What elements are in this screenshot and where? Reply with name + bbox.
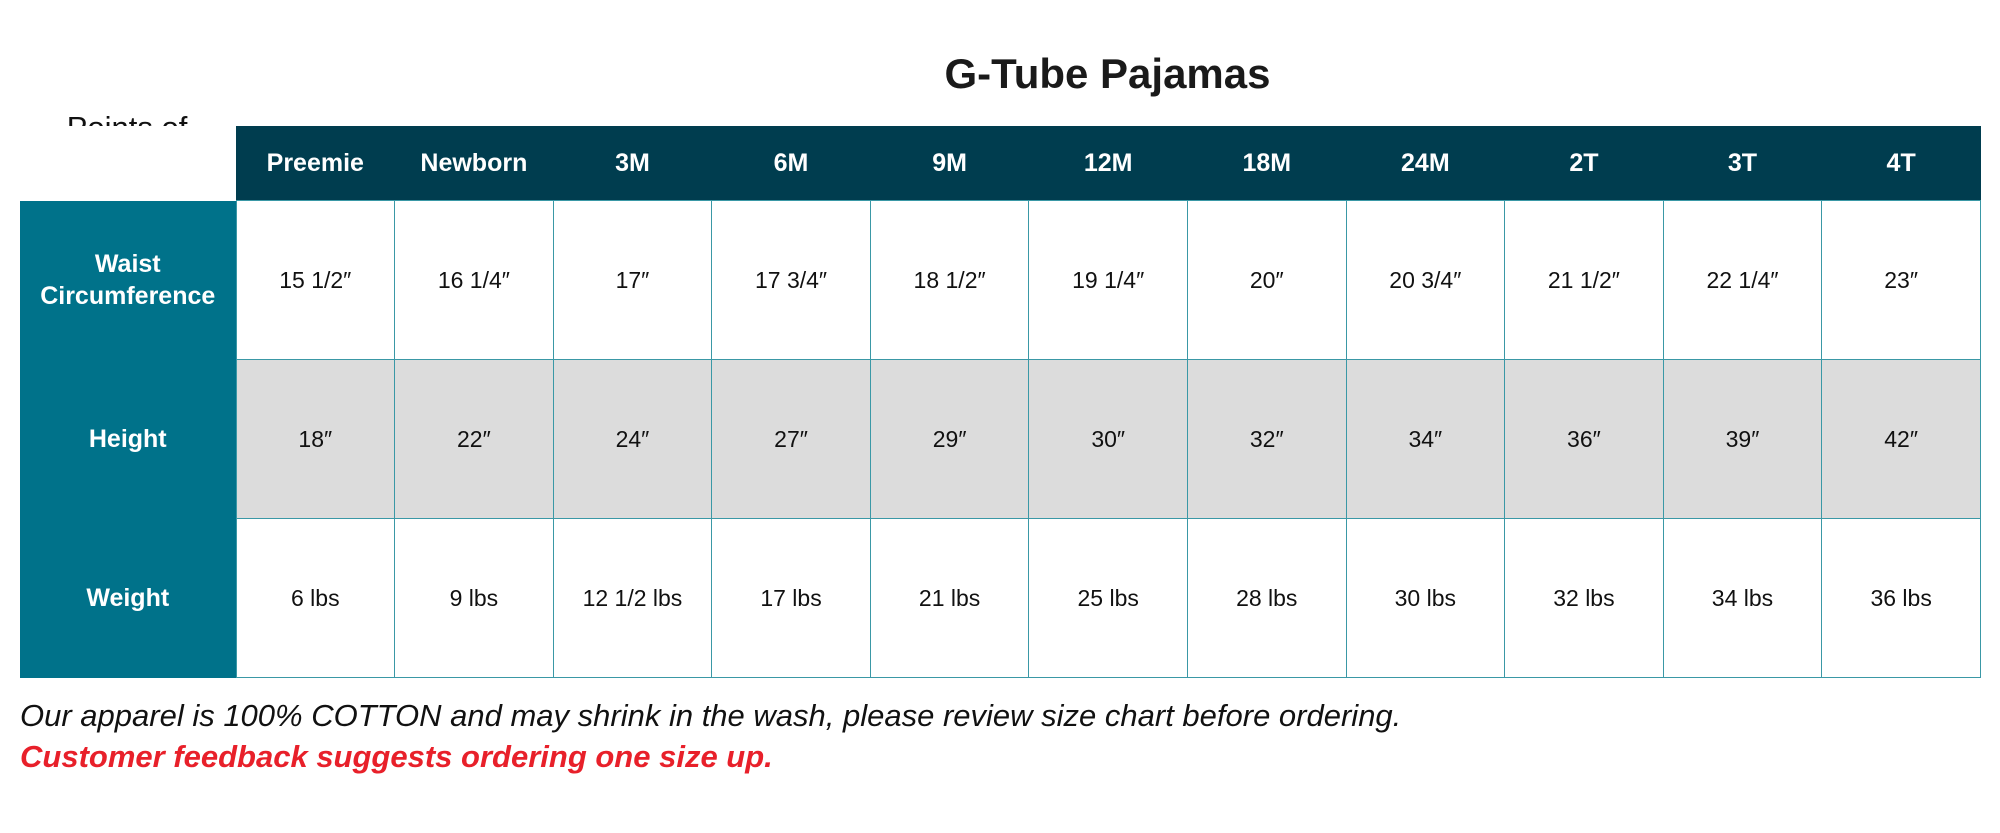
table-cell: 34 lbs (1662, 518, 1823, 678)
table-cell: 9 lbs (394, 518, 554, 678)
table-cell: 21 lbs (869, 518, 1030, 678)
row-label: Weight (20, 518, 236, 678)
table-cell: 17″ (552, 200, 713, 360)
table-cell: 20 3/4″ (1345, 200, 1506, 360)
table-cell: 28 lbs (1186, 518, 1347, 678)
table-cell: 32 lbs (1504, 518, 1664, 678)
table-cell: 17 3/4″ (711, 200, 871, 360)
chart-title: G-Tube Pajamas (944, 50, 1271, 97)
size-header: 2T (1504, 126, 1664, 201)
table-cell: 12 1/2 lbs (552, 518, 713, 678)
table-cell: 42″ (1821, 359, 1981, 519)
table-cell: 17 lbs (711, 518, 871, 678)
corner-cell (20, 126, 236, 201)
size-header: 3M (553, 126, 712, 201)
size-header: Preemie (236, 126, 395, 201)
cotton-note: Our apparel is 100% COTTON and may shrin… (20, 698, 1402, 733)
size-chart-table: Preemie Newborn 3M 6M 9M 12M 18M 24M 2T 3T 4T Wais… (20, 126, 1981, 678)
size-header: 12M (1028, 126, 1188, 201)
table-cell: 22 1/4″ (1662, 200, 1823, 360)
table-cell: 32″ (1186, 359, 1347, 519)
table-cell: 30″ (1028, 359, 1188, 519)
table-row: Waist Circumference 15 1/2″ 16 1/4″ 17″ 17 3… (20, 200, 1981, 360)
size-header: 3T (1663, 126, 1822, 201)
size-header: 4T (1821, 126, 1981, 201)
size-header: 9M (870, 126, 1029, 201)
size-header: 6M (711, 126, 871, 201)
table-cell: 21 1/2″ (1504, 200, 1664, 360)
table-cell: 19 1/4″ (1028, 200, 1188, 360)
table-cell: 29″ (869, 359, 1030, 519)
table-cell: 27″ (711, 359, 871, 519)
table-cell: 6 lbs (235, 518, 396, 678)
table-cell: 20″ (1186, 200, 1347, 360)
size-header: Newborn (394, 126, 554, 201)
table-row: Weight 6 lbs 9 lbs 12 1/2 lbs 17 lbs 21 lbs 25… (20, 518, 1981, 678)
table-cell: 30 lbs (1345, 518, 1506, 678)
table-cell: 18″ (235, 359, 396, 519)
table-cell: 25 lbs (1028, 518, 1188, 678)
size-header: 18M (1187, 126, 1347, 201)
sizing-warning: Customer feedback suggests ordering one … (20, 739, 773, 774)
table-cell: 22″ (394, 359, 554, 519)
table-cell: 16 1/4″ (394, 200, 554, 360)
table-cell: 36″ (1504, 359, 1664, 519)
table-cell: 15 1/2″ (235, 200, 396, 360)
table-cell: 36 lbs (1821, 518, 1981, 678)
row-label: Waist Circumference (20, 200, 236, 360)
row-label: Height (20, 359, 236, 519)
table-cell: 23″ (1821, 200, 1981, 360)
table-row: Height 18″ 22″ 24″ 27″ 29″ 30″ 32″ 34″ 36″ 39″ 42″ (20, 359, 1981, 519)
table-cell: 18 1/2″ (869, 200, 1030, 360)
table-cell: 34″ (1345, 359, 1506, 519)
size-header: 24M (1346, 126, 1505, 201)
table-cell: 24″ (552, 359, 713, 519)
table-cell: 39″ (1662, 359, 1823, 519)
